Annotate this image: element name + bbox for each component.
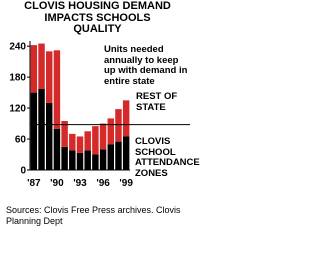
bar-segment — [46, 51, 53, 103]
x-tick-label: '87 — [27, 178, 41, 189]
bar-segment — [46, 102, 53, 170]
bar-segment — [84, 150, 91, 170]
y-tick-label: 120 — [9, 104, 26, 115]
bar-segment — [99, 149, 107, 170]
bar-segment — [92, 126, 99, 155]
bar-segment — [69, 133, 76, 151]
bar-segment — [122, 100, 130, 137]
chart: 0 60 120 180 240 '87 '90 '93 '96 '99 — [9, 41, 190, 189]
bar-segment — [76, 136, 84, 153]
bar-segment — [53, 128, 61, 170]
page: CLOVIS HOUSING DEMAND IMPACTS SCHOOLS QU… — [6, 0, 200, 226]
bar-segment — [115, 109, 122, 142]
annotation: Units needed annually to keep up with de… — [104, 44, 188, 87]
bar-segment — [107, 118, 114, 145]
bar-segment — [61, 146, 68, 170]
x-tick-label: '96 — [96, 178, 110, 189]
x-tick-label: '90 — [50, 178, 64, 189]
bar-segment — [61, 120, 68, 147]
bar-segment — [53, 50, 61, 129]
bar-segment — [122, 136, 130, 170]
source: Sources: Clovis Free Press archives. Clo… — [6, 205, 181, 226]
y-tick-label: 60 — [15, 135, 27, 146]
bar-segment — [107, 144, 114, 170]
y-tick-label: 180 — [9, 73, 26, 84]
bar-segment — [38, 88, 45, 170]
bar-segment — [38, 43, 45, 89]
legend-label: CLOVIS SCHOOL ATTENDANCE ZONES — [135, 136, 200, 179]
bar-segment — [30, 45, 38, 93]
chart-title: CLOVIS HOUSING DEMAND IMPACTS SCHOOLS QU… — [24, 0, 171, 35]
legend-label: REST OF STATE — [136, 91, 178, 113]
y-tick-label: 240 — [9, 42, 26, 53]
x-tick-label: '93 — [73, 178, 87, 189]
y-tick-label: 0 — [20, 166, 26, 177]
bar-segment — [92, 154, 99, 170]
bar-segment — [99, 123, 107, 150]
bar-segment — [69, 150, 76, 170]
bar-segment — [115, 141, 122, 170]
bar-segment — [30, 92, 38, 170]
x-tick-label: '99 — [119, 178, 133, 189]
bar-segment — [76, 152, 84, 170]
bar-segment — [84, 131, 91, 151]
